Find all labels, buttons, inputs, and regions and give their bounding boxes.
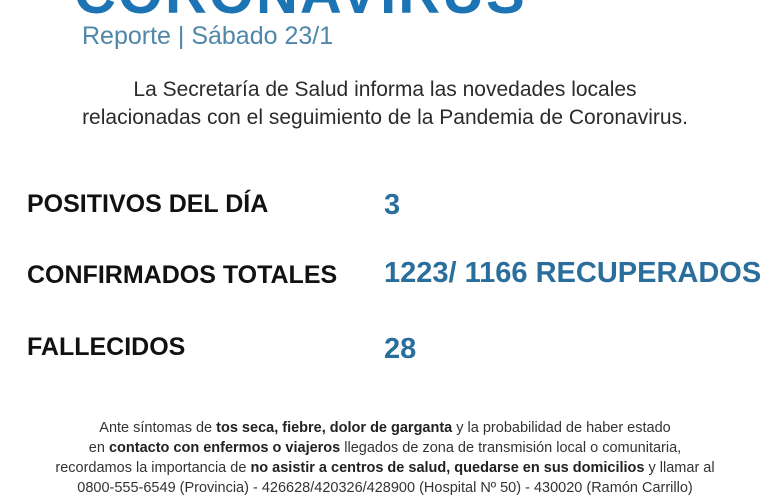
footer-text: y la probabilidad de haber estado [452, 420, 671, 436]
intro-text: La Secretaría de Salud informa las noved… [0, 76, 770, 132]
footer-text: en [88, 440, 109, 456]
stat-label-confirmados: CONFIRMADOS TOTALES [27, 261, 338, 289]
intro-line: relacionadas con el seguimiento de la Pa… [82, 106, 688, 129]
footer-text: y llamar al [644, 460, 715, 476]
footer-emphasis: contacto con enfermos o viajeros [108, 440, 341, 456]
footer-line: recordamos la importancia de no asistir … [0, 458, 770, 478]
footer-emphasis: no asistir a centros de salud, quedarse … [250, 460, 645, 476]
page-title: CORONAVIRUS [74, 0, 527, 18]
footer-emphasis: tos seca, fiebre, dolor de garganta [216, 420, 453, 436]
stat-value-fallecidos: 28 [384, 333, 417, 365]
stat-label-fallecidos: FALLECIDOS [27, 333, 186, 361]
intro-line: La Secretaría de Salud informa las noved… [133, 78, 637, 101]
footer-text: Ante síntomas de [99, 420, 217, 436]
footer-phones: 0800-555-6549 (Provincia) - 426628/42032… [77, 480, 693, 496]
footer-text: recordamos la importancia de [55, 460, 251, 476]
stat-value-confirmados: 1223/ 1166 RECUPERADOS [384, 257, 762, 289]
stat-value-positivos: 3 [384, 189, 401, 221]
footer-line: Ante síntomas de tos seca, fiebre, dolor… [0, 418, 770, 438]
footer-advice: Ante síntomas de tos seca, fiebre, dolor… [0, 418, 770, 498]
footer-text: llegados de zona de transmisión local o … [340, 440, 682, 456]
stat-label-positivos: POSITIVOS DEL DÍA [27, 190, 269, 218]
report-date: Reporte | Sábado 23/1 [82, 22, 334, 50]
footer-line: en contacto con enfermos o viajeros lleg… [0, 438, 770, 458]
